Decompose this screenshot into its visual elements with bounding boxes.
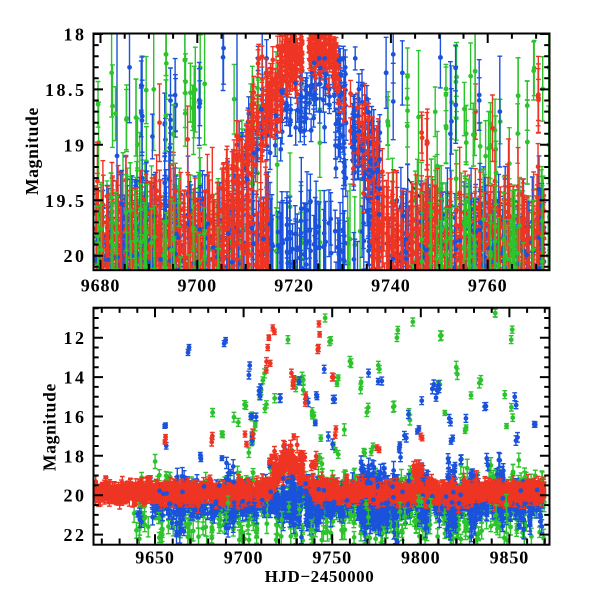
svg-text:19: 19 xyxy=(64,135,87,155)
svg-text:12: 12 xyxy=(64,328,87,348)
svg-text:9850: 9850 xyxy=(490,548,530,568)
svg-text:14: 14 xyxy=(64,368,87,388)
svg-text:9750: 9750 xyxy=(312,548,352,568)
svg-text:Magnitude: Magnitude xyxy=(40,383,60,471)
svg-text:19.5: 19.5 xyxy=(45,191,87,211)
svg-text:9760: 9760 xyxy=(468,276,508,296)
svg-text:Magnitude: Magnitude xyxy=(22,107,42,195)
svg-text:18.5: 18.5 xyxy=(45,80,87,100)
svg-text:9680: 9680 xyxy=(81,276,121,296)
svg-text:20: 20 xyxy=(64,246,87,266)
svg-text:16: 16 xyxy=(64,407,87,427)
svg-text:9650: 9650 xyxy=(135,548,175,568)
svg-text:9720: 9720 xyxy=(274,276,314,296)
svg-text:9740: 9740 xyxy=(371,276,411,296)
svg-text:9700: 9700 xyxy=(224,548,264,568)
svg-text:22: 22 xyxy=(64,525,87,545)
svg-text:9800: 9800 xyxy=(401,548,441,568)
svg-text:18: 18 xyxy=(64,446,87,466)
svg-text:20: 20 xyxy=(64,486,87,506)
svg-text:HJD−2450000: HJD−2450000 xyxy=(265,567,375,586)
svg-text:9700: 9700 xyxy=(177,276,217,296)
svg-text:18: 18 xyxy=(64,25,87,45)
